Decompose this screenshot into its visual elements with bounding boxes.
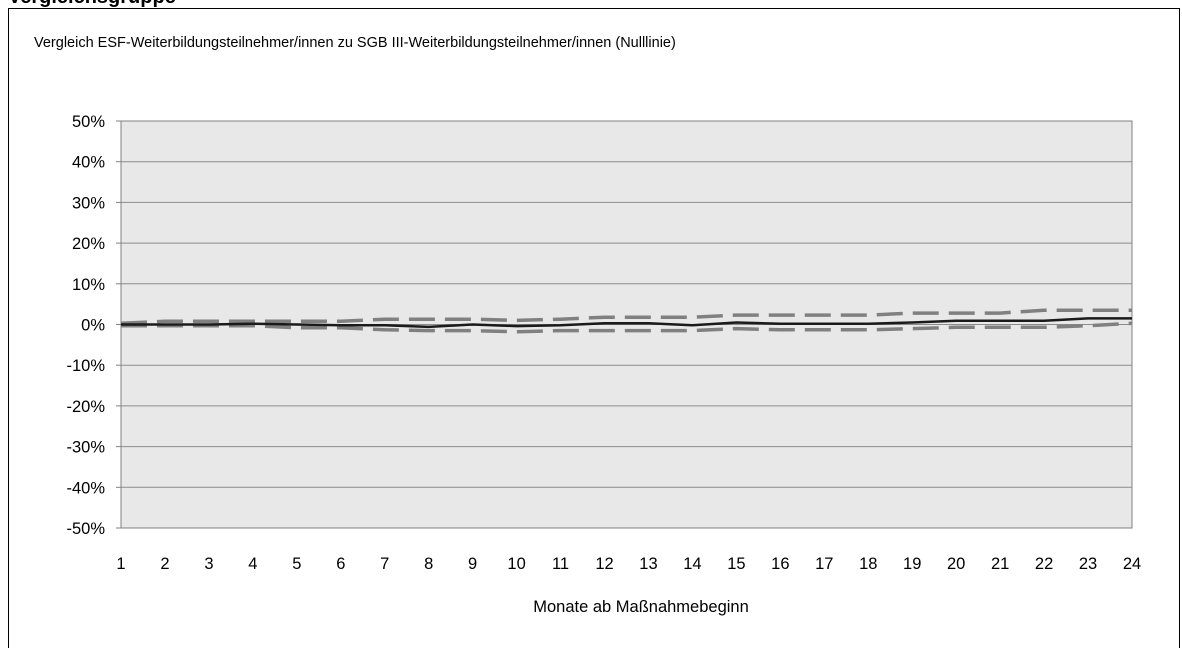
x-tick-label: 10	[507, 555, 525, 573]
x-tick-label: 24	[1123, 555, 1141, 573]
x-axis-tick-labels: 1 2 3 4 5 6 7 8 9 10 11 12 13 14 15 16 17 18 19 20 21 22 23 24	[116, 555, 1141, 573]
series-line-solid	[121, 317, 1132, 329]
x-tick-label: 23	[1079, 555, 1097, 573]
x-tick-label: 9	[468, 555, 477, 573]
chart-frame	[8, 8, 1180, 648]
x-tick-label: 19	[903, 555, 921, 573]
line-chart: Vergleich ESF-Weiterbildungsteilnehmer/i…	[34, 35, 1141, 616]
x-axis-label: Monate ab Maßnahmebeginn	[533, 598, 749, 616]
x-tick-label: 8	[424, 555, 433, 573]
series-line-dashed	[120, 308, 1132, 326]
x-tick-label: 21	[991, 555, 1009, 573]
x-tick-label: 5	[292, 555, 301, 573]
page-heading-text: Vergleichsgruppe	[8, 0, 176, 8]
series-lines	[120, 308, 1133, 334]
x-tick-label: 15	[727, 555, 745, 573]
y-tick-label: 10%	[72, 276, 105, 294]
x-tick-label: 4	[248, 555, 257, 573]
y-tick-label: 50%	[72, 113, 105, 131]
x-tick-label: 18	[859, 555, 877, 573]
y-tick-label: -30%	[66, 439, 105, 457]
x-tick-label: 13	[639, 555, 657, 573]
x-tick-label: 16	[771, 555, 789, 573]
y-axis-tick-labels: 50% 40% 30% 20% 10% 0% -10% -20% -30% -40% -50%	[66, 113, 105, 538]
y-tick-label: 30%	[72, 194, 105, 212]
y-tick-label: -20%	[66, 398, 105, 416]
x-tick-label: 12	[595, 555, 613, 573]
y-tick-label: 0%	[81, 317, 105, 335]
chart-title: Vergleich ESF-Weiterbildungsteilnehmer/i…	[34, 35, 676, 51]
series-line-dashed	[121, 321, 1133, 334]
y-tick-label: 40%	[72, 154, 105, 172]
x-tick-label: 3	[204, 555, 213, 573]
x-tick-label: 2	[160, 555, 169, 573]
y-tick-label: -50%	[66, 520, 105, 538]
x-tick-label: 20	[947, 555, 965, 573]
y-tick-label: -40%	[66, 479, 105, 497]
x-tick-label: 22	[1035, 555, 1053, 573]
page-heading-fragment: Vergleichsgruppe	[0, 0, 1182, 8]
x-tick-label: 6	[336, 555, 345, 573]
x-tick-label: 7	[380, 555, 389, 573]
x-tick-label: 1	[116, 555, 125, 573]
x-tick-label: 14	[683, 555, 701, 573]
y-tick-label: 20%	[72, 235, 105, 253]
x-tick-label: 11	[552, 555, 569, 573]
x-tick-label: 17	[815, 555, 833, 573]
y-tick-label: -10%	[66, 357, 105, 375]
